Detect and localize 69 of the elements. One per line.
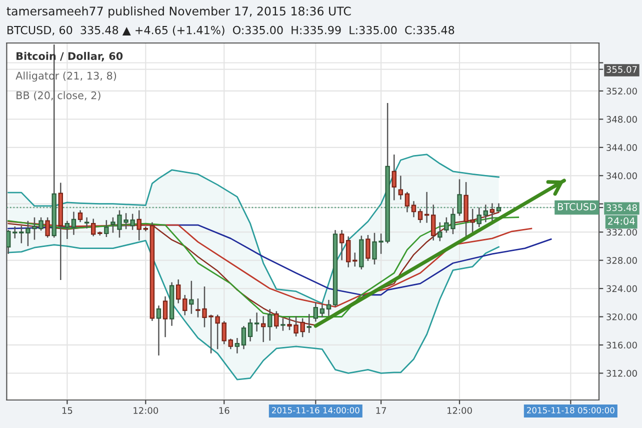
x-tick-label: 12:00 — [447, 407, 472, 414]
candlestick — [424, 192, 430, 223]
candlestick — [274, 311, 279, 329]
candlestick — [254, 312, 260, 332]
candlestick — [320, 303, 325, 318]
candlestick — [366, 234, 370, 261]
candlestick — [392, 154, 396, 200]
candlestick — [241, 326, 246, 350]
y-tick-label: 320.00 — [606, 313, 637, 320]
candlestick — [260, 316, 266, 342]
y-tick-label: 312.00 — [606, 370, 637, 377]
y-tick-label: 340.00 — [606, 172, 637, 180]
y-tick-label: 332.00 — [606, 228, 637, 236]
candlestick — [182, 294, 188, 316]
candlestick — [418, 208, 423, 223]
candlestick — [176, 279, 181, 304]
x-tick-label: 2015-11-16 14:00:00 — [272, 407, 360, 414]
y-tick-label: 344.00 — [606, 144, 637, 151]
x-tick-label: 17 — [376, 407, 386, 414]
candlestick — [313, 302, 318, 322]
y-tick-label: 355.07 — [606, 66, 637, 73]
y-tick-label: 328.00 — [606, 257, 637, 264]
y-tick-label: 335.48 — [606, 204, 637, 212]
candlestick — [228, 338, 234, 350]
candlestick — [84, 217, 90, 228]
candlestick — [162, 296, 168, 338]
candlestick — [234, 338, 240, 354]
candlestick — [78, 210, 83, 222]
x-tick-label: 15 — [62, 407, 72, 414]
candlestick — [326, 300, 332, 316]
candlestick — [411, 201, 416, 218]
candlestick — [104, 220, 109, 237]
candlestick — [339, 230, 344, 260]
candlestick — [346, 236, 351, 268]
candlestick — [71, 212, 76, 235]
chart-subtitle: BTCUSD, 60 335.48 ▲ +4.65 (+1.41%) O:335.00 H:335.99 L:335.00 C:335.48 — [8, 26, 454, 36]
annotation: BB (20, close, 2) — [16, 91, 100, 100]
candlestick — [438, 222, 442, 242]
ref-line-label: BTCUSD — [558, 202, 596, 210]
y-tick-label: 316.00 — [606, 342, 637, 349]
x-tick-label: 2015-11-18 05:00:00 — [527, 407, 614, 414]
candlestick — [64, 220, 70, 240]
y-tick-label: 352.00 — [606, 88, 637, 95]
candlestick — [280, 318, 286, 331]
candlestick — [352, 252, 358, 267]
candlestick — [306, 314, 312, 333]
candlestick — [404, 192, 410, 212]
candlestick — [268, 309, 272, 341]
candlestick — [136, 210, 142, 240]
text: 24:04 — [608, 217, 635, 225]
candlestick — [398, 176, 404, 200]
candlestick — [189, 280, 194, 314]
candlestick — [222, 321, 226, 344]
line-series — [8, 154, 500, 304]
line-series — [8, 220, 532, 308]
candlestick — [90, 218, 96, 236]
candlestick — [143, 226, 148, 232]
candlestick — [45, 217, 50, 238]
candlestick — [12, 226, 18, 238]
candlestick — [248, 318, 253, 342]
y-tick-label: 324.00 — [606, 285, 637, 292]
candlestick — [431, 204, 436, 240]
candlestick — [156, 306, 162, 356]
line-series — [8, 240, 500, 380]
y-tick-label: 348.00 — [606, 116, 637, 123]
candlestick — [457, 179, 462, 216]
chart-title: tamersameeh77 published November 17, 2015 18:36 UTC — [6, 6, 351, 18]
x-tick-label: 12:00 — [134, 407, 158, 414]
x-tick-label: 16 — [219, 407, 230, 414]
